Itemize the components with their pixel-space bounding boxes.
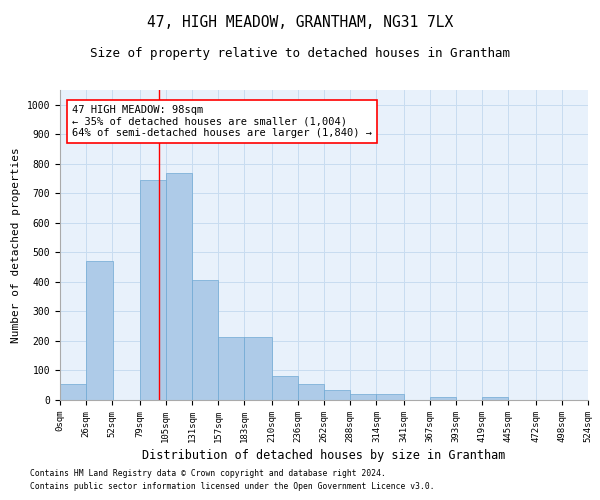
Bar bbox=[376, 394, 404, 400]
Bar bbox=[272, 376, 298, 400]
Bar bbox=[430, 397, 456, 400]
Text: Contains HM Land Registry data © Crown copyright and database right 2024.: Contains HM Land Registry data © Crown c… bbox=[30, 468, 386, 477]
Text: Size of property relative to detached houses in Grantham: Size of property relative to detached ho… bbox=[90, 48, 510, 60]
Bar bbox=[218, 336, 244, 400]
Text: 47, HIGH MEADOW, GRANTHAM, NG31 7LX: 47, HIGH MEADOW, GRANTHAM, NG31 7LX bbox=[147, 15, 453, 30]
Y-axis label: Number of detached properties: Number of detached properties bbox=[11, 147, 21, 343]
Text: Contains public sector information licensed under the Open Government Licence v3: Contains public sector information licen… bbox=[30, 482, 434, 491]
Bar bbox=[140, 180, 166, 400]
Bar bbox=[192, 280, 218, 400]
Bar bbox=[482, 397, 508, 400]
Bar bbox=[166, 172, 192, 400]
Bar bbox=[324, 390, 350, 400]
Bar bbox=[86, 261, 113, 400]
Bar bbox=[244, 336, 272, 400]
Bar bbox=[60, 384, 86, 400]
X-axis label: Distribution of detached houses by size in Grantham: Distribution of detached houses by size … bbox=[142, 449, 506, 462]
Bar bbox=[350, 394, 376, 400]
Text: 47 HIGH MEADOW: 98sqm
← 35% of detached houses are smaller (1,004)
64% of semi-d: 47 HIGH MEADOW: 98sqm ← 35% of detached … bbox=[72, 105, 372, 138]
Bar bbox=[298, 384, 324, 400]
